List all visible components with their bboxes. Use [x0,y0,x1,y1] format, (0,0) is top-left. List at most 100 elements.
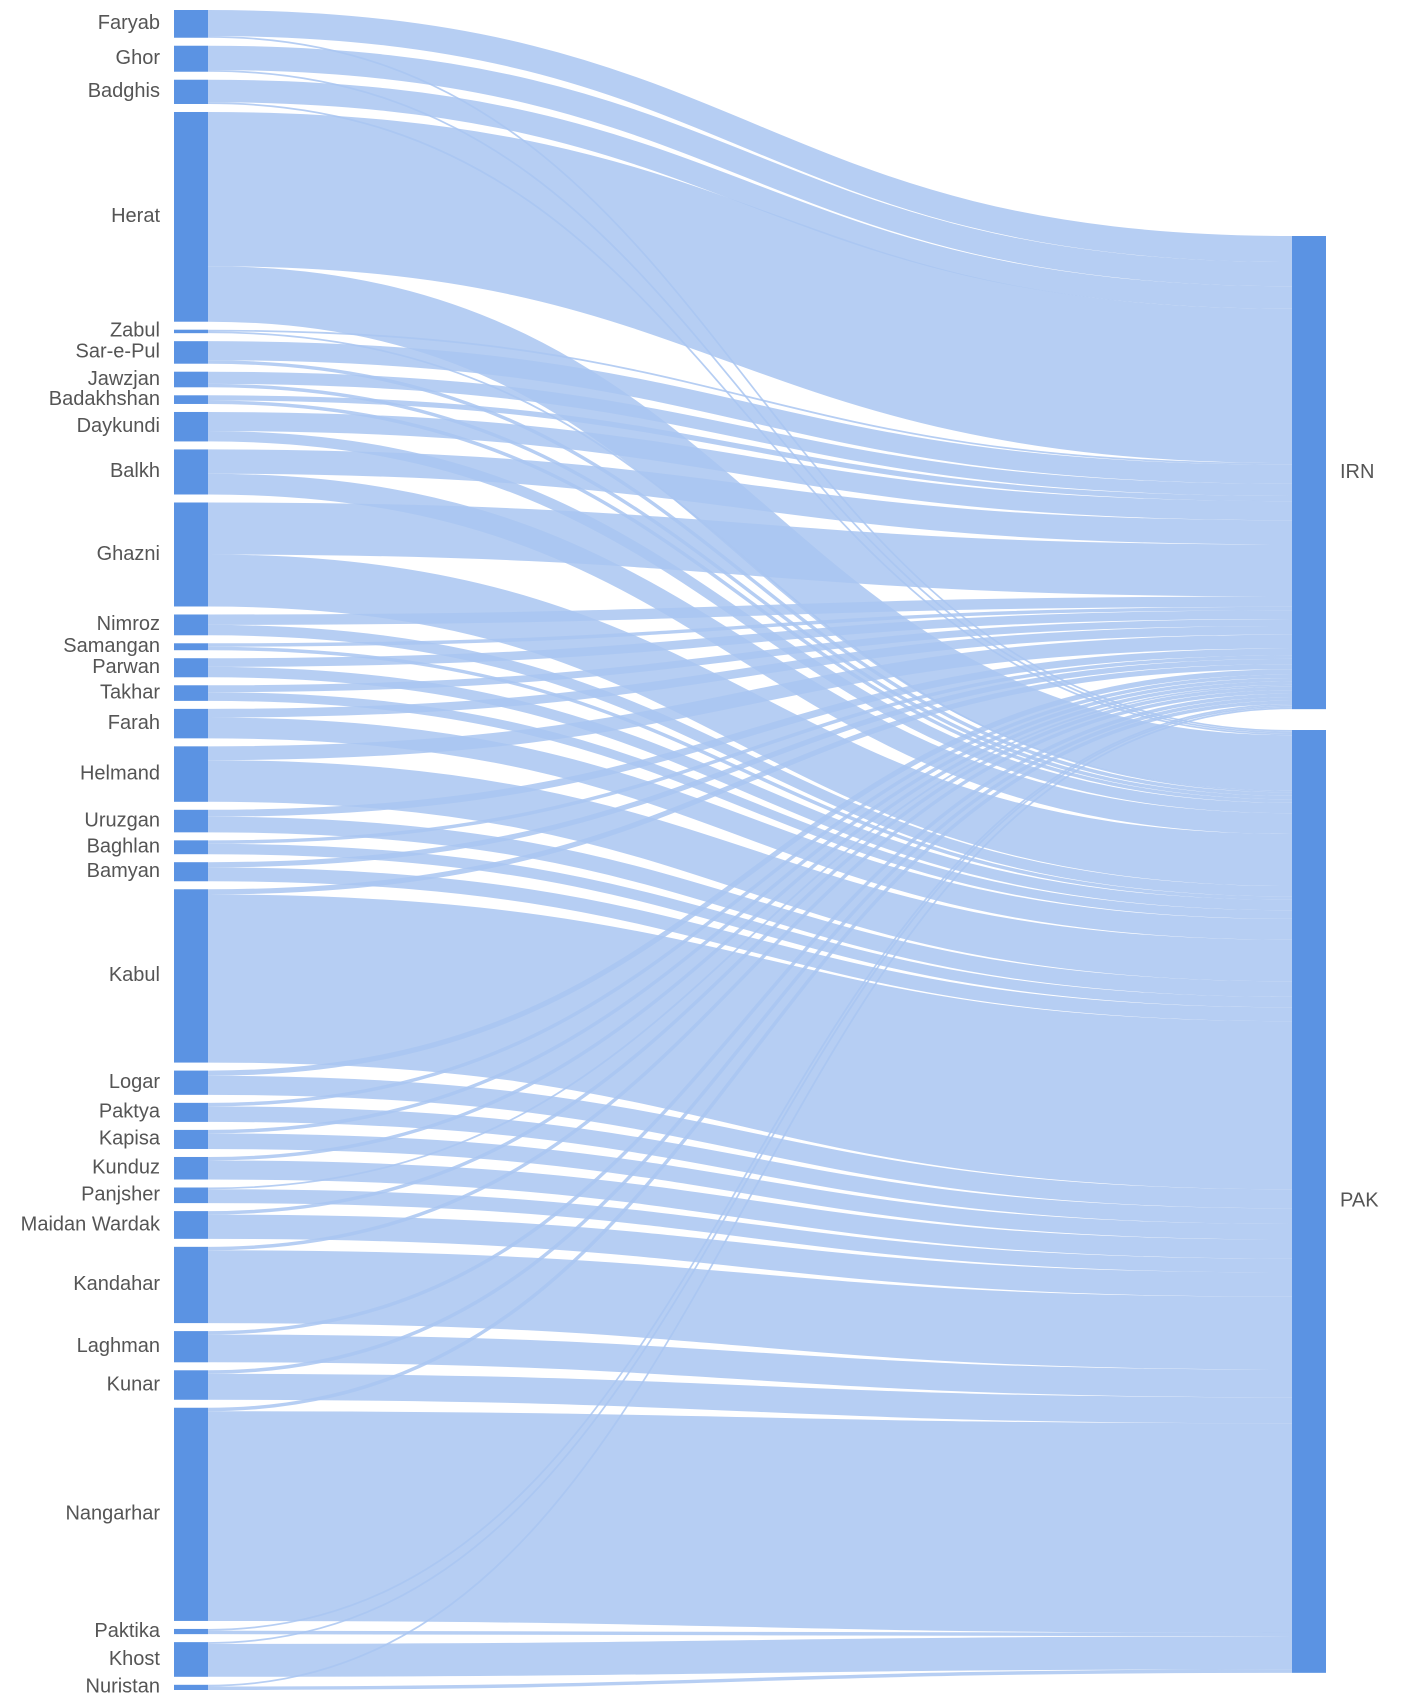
label-kabul: Kabul [109,964,160,986]
node-helmand[interactable] [174,746,208,802]
link-helmand-to-irn [207,634,1293,761]
link-uruzgan-to-irn [207,648,1293,817]
node-samangan[interactable] [174,643,208,651]
node-ghazni[interactable] [174,502,208,607]
link-nuristan-to-pak [207,1669,1293,1691]
link-bamyan-to-irn [207,658,1293,868]
link-logar-to-pak [207,1075,1293,1209]
node-bamyan[interactable] [174,862,208,882]
label-nimroz: Nimroz [97,613,160,635]
node-takhar[interactable] [174,685,208,701]
node-paktya[interactable] [174,1102,208,1122]
node-kabul[interactable] [174,889,208,1063]
label-helmand: Helmand [80,762,160,784]
label-badghis: Badghis [88,80,160,102]
link-sar-e-pul-to-irn [207,341,1293,484]
link-daykundi-to-irn [207,411,1293,521]
link-jawzjan-to-irn [207,371,1293,496]
node-faryab[interactable] [174,10,208,38]
link-maidan-wardak-to-pak [207,1214,1293,1297]
label-samangan: Samangan [63,635,160,657]
node-kandahar[interactable] [174,1246,208,1324]
link-nimroz-to-irn [207,596,1293,625]
node-baghlan[interactable] [174,840,208,855]
link-badakhshan-to-irn [207,395,1293,502]
label-uruzgan: Uruzgan [84,809,160,831]
link-parwan-to-irn [207,610,1293,667]
node-maidan-wardak[interactable] [174,1211,208,1239]
node-nangarhar[interactable] [174,1407,208,1621]
label-jawzjan: Jawzjan [88,368,160,390]
label-bamyan: Bamyan [87,860,160,882]
node-nuristan[interactable] [174,1684,208,1690]
link-paktika-to-irn [207,703,1293,1631]
node-parwan[interactable] [174,658,208,678]
link-faryab-to-irn [207,10,1293,262]
node-uruzgan[interactable] [174,809,208,833]
link-jawzjan-to-pak [207,383,1293,800]
node-sar-e-pul[interactable] [174,341,208,364]
link-logar-to-irn [207,669,1293,1076]
link-herat-to-irn [207,111,1293,464]
node-kunduz[interactable] [174,1156,208,1180]
node-zabul[interactable] [174,329,208,334]
link-kunar-to-irn [207,697,1293,1374]
link-khost-to-irn [207,705,1293,1644]
link-takhar-to-irn [207,619,1293,693]
node-herat[interactable] [174,111,208,322]
label-herat: Herat [111,205,160,227]
link-kunduz-to-pak [207,1160,1293,1259]
label-khost: Khost [109,1648,161,1670]
link-kabul-to-pak [207,894,1293,1190]
node-panjsher[interactable] [174,1187,208,1204]
link-kapisa-to-irn [207,677,1293,1134]
label-ghazni: Ghazni [97,543,160,565]
node-laghman[interactable] [174,1331,208,1363]
label-kunduz: Kunduz [92,1157,160,1179]
link-laghman-to-irn [207,693,1293,1335]
node-paktika[interactable] [174,1628,208,1635]
link-baghlan-to-irn [207,655,1293,844]
label-kandahar: Kandahar [73,1273,160,1295]
node-badakhshan[interactable] [174,395,208,404]
link-khost-to-pak [207,1636,1293,1677]
link-paktya-to-pak [207,1106,1293,1224]
label-takhar: Takhar [100,681,160,703]
node-jawzjan[interactable] [174,371,208,388]
label-farah: Farah [108,712,160,734]
link-kabul-to-irn [207,664,1293,895]
label-laghman: Laghman [77,1335,160,1357]
link-kandahar-to-pak [207,1250,1293,1370]
link-baghlan-to-pak [207,843,1293,1008]
link-badghis-to-irn [207,79,1293,309]
node-kapisa[interactable] [174,1129,208,1149]
label-logar: Logar [109,1071,160,1093]
link-ghor-to-irn [207,45,1293,287]
node-farah[interactable] [174,708,208,739]
link-balkh-to-irn [207,449,1293,545]
link-laghman-to-pak [207,1334,1293,1398]
node-logar[interactable] [174,1070,208,1095]
label-panjsher: Panjsher [81,1184,160,1206]
node-khost[interactable] [174,1642,208,1677]
node-pak[interactable] [1292,730,1326,1673]
label-maidan-wardak: Maidan Wardak [21,1213,161,1235]
node-daykundi[interactable] [174,411,208,442]
node-ghor[interactable] [174,45,208,72]
node-badghis[interactable] [174,79,208,104]
link-nangarhar-to-pak [207,1411,1293,1633]
sankey-nodes [174,10,1326,1690]
link-kunduz-to-irn [207,681,1293,1161]
node-irn[interactable] [1292,236,1326,710]
link-ghazni-to-irn [207,502,1293,597]
label-ghor: Ghor [116,47,161,69]
node-balkh[interactable] [174,449,208,495]
node-nimroz[interactable] [174,614,208,636]
link-paktika-to-pak [207,1630,1293,1637]
node-kunar[interactable] [174,1370,208,1400]
label-kapisa: Kapisa [99,1128,161,1150]
link-ghazni-to-pak [207,554,1293,886]
link-maidan-wardak-to-irn [207,686,1293,1215]
link-panjsher-to-pak [207,1189,1293,1273]
